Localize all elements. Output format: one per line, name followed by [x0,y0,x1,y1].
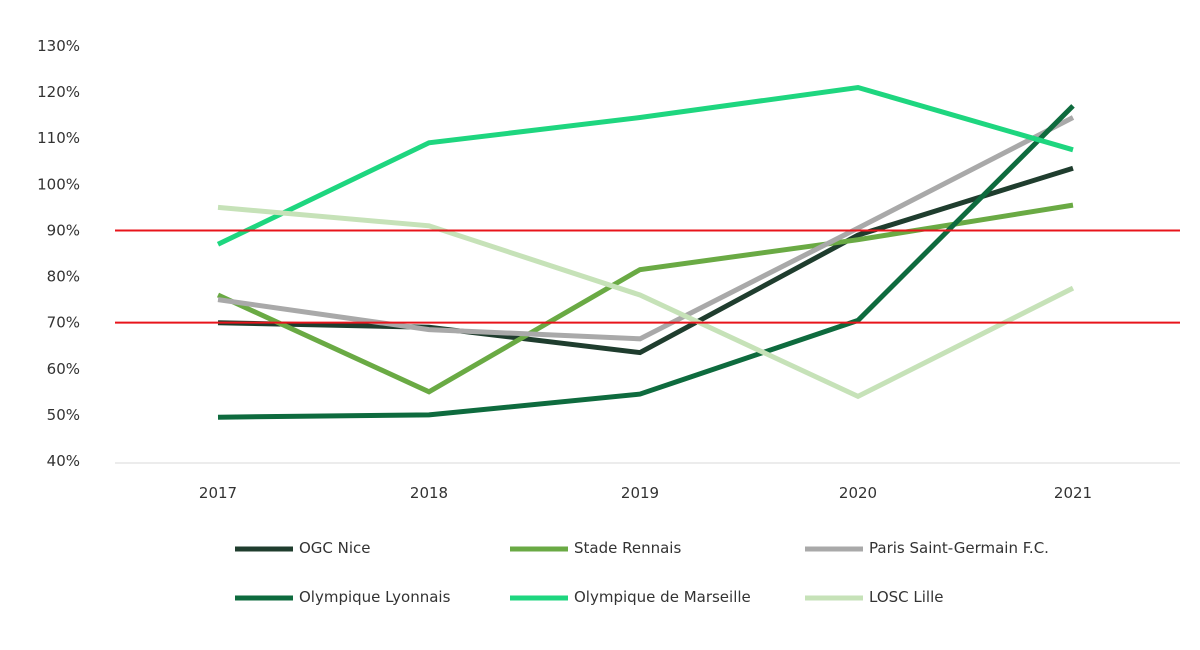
y-axis: 40% 50% 60% 70% 80% 90% 100% 110% 120% 130% [37,37,80,470]
y-tick-label: 80% [47,268,80,286]
series-lines [216,84,1075,420]
y-tick-label: 40% [47,452,80,470]
y-tick-label: 110% [37,129,80,147]
legend-item: Paris Saint-Germain F.C. [805,539,1049,557]
legend-item: LOSC Lille [805,588,943,606]
legend-label: LOSC Lille [869,588,943,606]
y-tick-label: 100% [37,175,80,193]
x-tick-label: 2017 [199,484,237,502]
series-line-4 [216,84,1074,247]
legend-label: Olympique Lyonnais [299,588,451,606]
y-tick-label: 60% [47,360,80,378]
series-line-5 [217,204,1075,400]
y-tick-label: 50% [47,406,80,424]
series-line-3 [217,104,1075,420]
legend-label: OGC Nice [299,539,371,557]
x-tick-label: 2018 [410,484,448,502]
x-tick-label: 2020 [839,484,877,502]
legend-item: Stade Rennais [510,539,681,557]
legend-label: Paris Saint-Germain F.C. [869,539,1049,557]
y-tick-label: 130% [37,37,80,55]
reference-lines [115,229,1180,324]
y-tick-label: 90% [47,221,80,239]
x-axis: 2017 2018 2019 2020 2021 [199,484,1092,502]
series-line-0 [217,165,1074,356]
legend-item: Olympique Lyonnais [235,588,451,606]
legend-item: Olympique de Marseille [510,588,751,606]
legend-item: OGC Nice [235,539,371,557]
legend-label: Olympique de Marseille [574,588,751,606]
x-tick-label: 2019 [621,484,659,502]
y-tick-label: 120% [37,83,80,101]
legend-label: Stade Rennais [574,539,681,557]
series-line-2 [217,115,1075,342]
y-tick-label: 70% [47,314,80,332]
x-tick-label: 2021 [1054,484,1092,502]
legend: OGC Nice Stade Rennais Paris Saint-Germain… [235,539,1049,606]
series-line-1 [216,202,1074,395]
